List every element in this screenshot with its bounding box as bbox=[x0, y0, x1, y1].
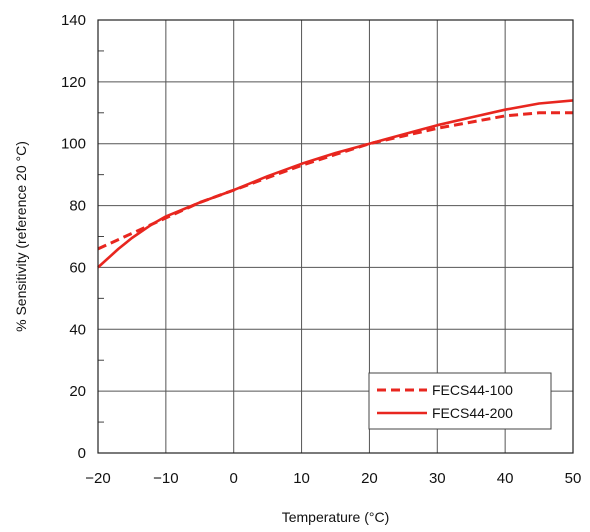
y-tick-labels: 0 20 40 60 80 100 120 140 bbox=[61, 12, 86, 462]
x-axis-title: Temperature (°C) bbox=[282, 509, 390, 525]
legend-box bbox=[368, 372, 552, 430]
x-tick-label: 50 bbox=[565, 470, 582, 487]
x-tick-label: 40 bbox=[497, 470, 514, 487]
y-axis-title: % Sensitivity (reference 20 °C) bbox=[13, 141, 29, 332]
x-tick-label: 0 bbox=[230, 470, 238, 487]
series-layer bbox=[97, 99, 574, 269]
plot-frame bbox=[97, 19, 574, 454]
x-tick-label: 20 bbox=[361, 470, 378, 487]
series-line-fecs44-100 bbox=[97, 111, 573, 251]
y-tick-label: 60 bbox=[69, 259, 86, 276]
y-tick-label: 140 bbox=[61, 12, 86, 29]
minor-grid bbox=[98, 50, 104, 423]
series-line-fecs44-200 bbox=[97, 99, 574, 269]
y-tick-label: 120 bbox=[61, 74, 86, 91]
x-tick-label: 10 bbox=[293, 470, 310, 487]
y-tick-label: 100 bbox=[61, 136, 86, 153]
legend: FECS44-100 FECS44-200 bbox=[368, 372, 552, 430]
x-tick-label: −10 bbox=[153, 470, 178, 487]
x-tick-label: 30 bbox=[429, 470, 446, 487]
y-tick-label: 80 bbox=[69, 198, 86, 215]
x-tick-label: −20 bbox=[85, 470, 110, 487]
legend-label: FECS44-200 bbox=[432, 405, 513, 421]
x-tick-labels: −20 −10 0 10 20 30 40 50 bbox=[85, 470, 581, 487]
legend-label: FECS44-100 bbox=[432, 382, 513, 398]
y-tick-label: 40 bbox=[69, 321, 86, 338]
y-tick-label: 0 bbox=[78, 445, 86, 462]
y-tick-label: 20 bbox=[69, 383, 86, 400]
